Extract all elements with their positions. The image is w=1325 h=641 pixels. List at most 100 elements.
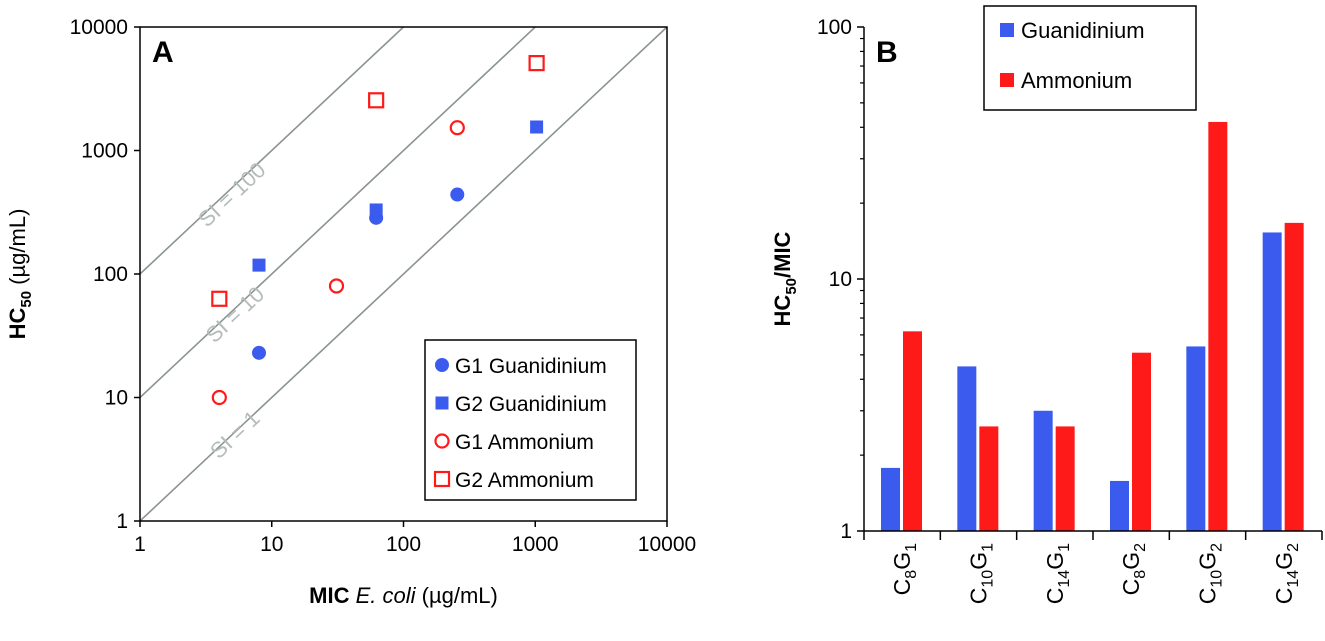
x-tick-label: C10G1 <box>966 543 997 604</box>
legend-marker <box>433 470 451 488</box>
y-tick-label: 1 <box>840 520 852 543</box>
label-c-sub: 10 <box>1209 570 1226 588</box>
bar <box>881 467 900 531</box>
bar <box>1186 346 1206 531</box>
y-label-sub: 50 <box>783 278 800 295</box>
legend-box <box>983 5 1197 111</box>
label-g: G <box>1118 552 1144 570</box>
x-tick-label: 10 <box>260 533 283 556</box>
x-tick-label: C14G2 <box>1271 543 1302 604</box>
si-line <box>140 27 537 399</box>
label-g-sub: 1 <box>903 543 920 552</box>
data-point <box>251 345 266 360</box>
label-c: C <box>966 588 992 605</box>
bar <box>1284 222 1304 532</box>
panel-b-bar: 110100C8G1C10G1C14G1C8G2C10G2C14G2BHC50/… <box>770 5 1323 605</box>
x-label-bold: MIC <box>309 583 355 608</box>
bar <box>979 426 999 531</box>
label-c-sub: 14 <box>1056 570 1073 588</box>
label-g: G <box>1042 552 1068 570</box>
label-g: G <box>966 552 992 570</box>
legend-marker <box>435 396 449 410</box>
series-ammonium <box>903 121 1304 532</box>
bar <box>1132 352 1151 531</box>
label-c: C <box>1042 588 1068 605</box>
label-c-sub: 8 <box>1132 570 1149 579</box>
label-g-sub: 1 <box>1056 543 1073 552</box>
bar <box>1208 121 1228 532</box>
series-g1-ammonium <box>211 120 465 406</box>
y-axis-label: HC50/MIC <box>770 231 800 326</box>
label-g-sub: 2 <box>1209 543 1226 552</box>
legend-box <box>424 339 637 501</box>
si-line <box>140 27 667 521</box>
x-tick-label: 10000 <box>638 533 696 556</box>
label-c-sub: 14 <box>1285 570 1302 588</box>
panel-label: A <box>152 36 174 69</box>
y-tick-label: 10000 <box>70 16 128 39</box>
x-label-units: (µg/mL) <box>416 583 498 608</box>
legend: Guanidinium Ammonium <box>983 5 1197 111</box>
label-c: C <box>1195 588 1221 605</box>
x-tick-label: C14G1 <box>1042 543 1073 604</box>
legend-label: G2 Ammonium <box>455 469 594 492</box>
bar <box>903 331 922 531</box>
data-point <box>449 120 465 136</box>
x-label-italic: E. coli <box>356 583 417 608</box>
si-line <box>140 27 405 275</box>
legend-label: G1 Guanidinium <box>455 355 607 378</box>
y-label-main: HC <box>5 308 30 340</box>
data-point <box>530 120 544 134</box>
legend-marker <box>434 433 450 449</box>
x-tick-label: C8G1 <box>889 543 920 595</box>
bar <box>957 366 977 531</box>
series-g2-guanidinium <box>252 120 544 272</box>
y-axis-label: HC50 (µg/mL) <box>5 209 35 340</box>
panel-a-scatter: SI = 1 SI = 10 SI = 100 1 10 100 1000 10000 1 10 1… <box>5 16 696 608</box>
label-g: G <box>889 552 915 570</box>
legend-label: G2 Guanidinium <box>455 393 607 416</box>
data-point <box>211 290 228 307</box>
series-g2-ammonium <box>211 55 545 307</box>
bar <box>1110 480 1129 531</box>
data-point <box>368 92 385 109</box>
bar <box>1055 426 1075 531</box>
label-g: G <box>1195 552 1221 570</box>
data-point <box>252 258 266 272</box>
y-label-rest: /MIC <box>770 231 795 278</box>
x-axis-label: MIC E. coli (µg/mL) <box>309 583 498 608</box>
label-c-sub: 10 <box>980 570 997 588</box>
y-tick-label: 100 <box>93 263 128 286</box>
y-tick-label: 1000 <box>81 140 128 163</box>
legend: G1 Guanidinium G2 Guanidinium G1 Ammonium G… <box>424 339 637 501</box>
y-label-units: (µg/mL) <box>5 209 30 291</box>
bar <box>1033 410 1053 531</box>
x-tick-label: 100 <box>386 533 421 556</box>
label-c: C <box>1271 588 1297 605</box>
data-point <box>328 278 345 294</box>
series-g1-guanidinium <box>251 187 465 360</box>
x-tick-label: C8G2 <box>1118 543 1149 595</box>
y-label-main: HC <box>770 295 795 327</box>
label-g-sub: 2 <box>1285 543 1302 552</box>
legend-label: G1 Ammonium <box>455 431 594 454</box>
x-tick-label: 1 <box>134 533 146 556</box>
legend-swatch <box>1000 73 1014 87</box>
data-point <box>528 55 545 72</box>
data-point <box>369 203 383 217</box>
data-point <box>211 389 227 406</box>
x-tick-label: 1000 <box>512 533 559 556</box>
si-label: SI = 1 <box>205 406 264 464</box>
label-c: C <box>1118 579 1144 596</box>
legend-swatch <box>1000 23 1014 37</box>
label-g: G <box>1271 552 1297 570</box>
legend-marker <box>435 358 449 372</box>
legend-label: Guanidinium <box>1021 18 1145 43</box>
y-label-sub: 50 <box>18 291 35 308</box>
legend-label: Ammonium <box>1021 68 1132 93</box>
label-g-sub: 1 <box>980 543 997 552</box>
y-tick-label: 100 <box>817 16 852 39</box>
y-tick-label: 10 <box>105 387 128 410</box>
label-c-sub: 8 <box>903 570 920 579</box>
